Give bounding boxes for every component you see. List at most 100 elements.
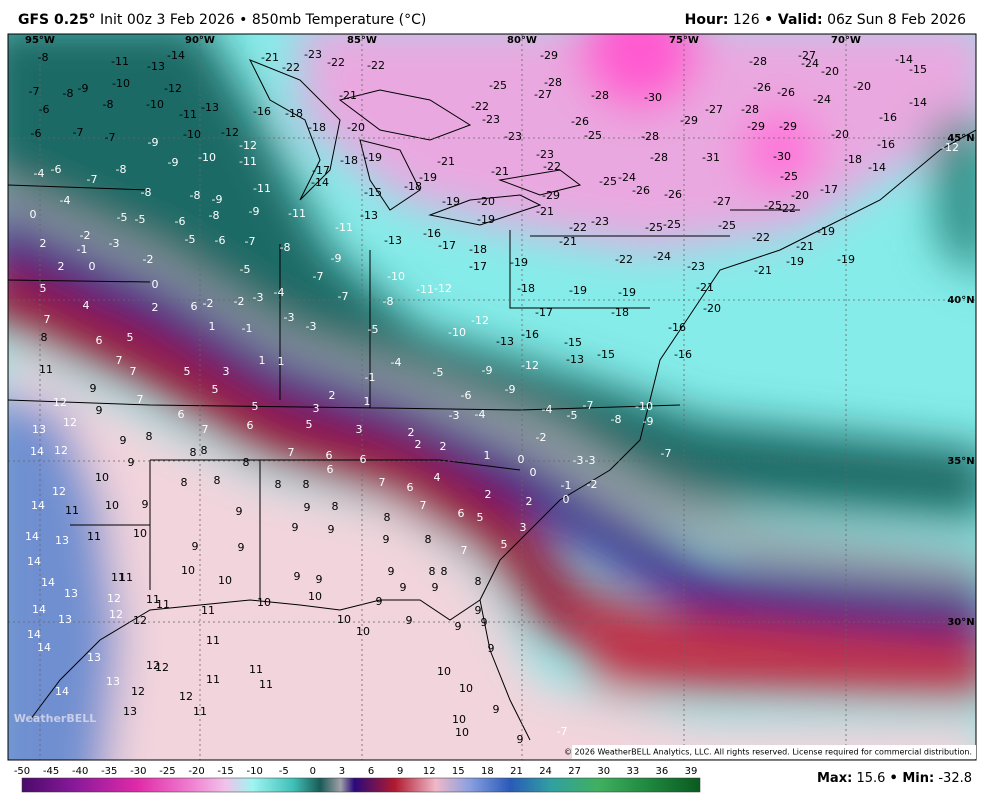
temp-label: -23 [591, 215, 609, 228]
hour: 126 [732, 12, 760, 28]
lon-label: 70°W [831, 35, 861, 46]
temp-label: -20 [347, 121, 365, 134]
temp-label: 8 [429, 565, 436, 578]
temp-label: -27 [705, 103, 723, 116]
colorbar-tick-label: -30 [130, 766, 146, 777]
temp-label: -31 [702, 151, 720, 164]
colorbar-tick-label: 15 [452, 766, 465, 777]
temp-label: -18 [285, 107, 303, 120]
temp-label: -30 [773, 150, 791, 163]
temp-label: 14 [31, 499, 45, 512]
temp-label: 14 [27, 628, 41, 641]
temp-label: 1 [209, 320, 216, 333]
temp-label: -2 [234, 295, 245, 308]
temp-label: -6 [461, 389, 472, 402]
temp-label: -19 [419, 171, 437, 184]
colorbar-tick-label: 30 [597, 766, 610, 777]
temp-label: 6 [247, 419, 254, 432]
temp-label: -8 [141, 186, 152, 199]
temp-label: -8 [38, 51, 49, 64]
temp-label: -7 [661, 447, 672, 460]
temp-label: 5 [477, 511, 484, 524]
temp-label: -3 [585, 454, 596, 467]
temp-label: -3 [284, 311, 295, 324]
footer: Max: 15.6 • Min: -32.8 [817, 771, 972, 786]
temp-label: 14 [27, 555, 41, 568]
temp-label: 8 [41, 331, 48, 344]
min-label: • Min: [889, 771, 935, 786]
colorbar-tick-label: 36 [656, 766, 669, 777]
temp-label: 7 [461, 544, 468, 557]
temp-label: 3 [313, 402, 320, 415]
temp-label: -3 [109, 237, 120, 250]
colorbar-tick-label: 0 [310, 766, 316, 777]
temp-label: -1 [77, 243, 88, 256]
temp-label: -6 [51, 163, 62, 176]
temp-label: -25 [764, 199, 782, 212]
temp-label: -27 [713, 195, 731, 208]
temp-label: -22 [471, 100, 489, 113]
temp-label: 3 [520, 521, 527, 534]
temp-label: -8 [63, 87, 74, 100]
temp-label: -5 [135, 213, 146, 226]
temp-label: -16 [879, 111, 897, 124]
temp-label: 11 [201, 604, 215, 617]
temp-label: -8 [116, 163, 127, 176]
temp-label: 7 [137, 393, 144, 406]
temp-label: 9 [294, 570, 301, 583]
temp-label: 9 [455, 620, 462, 633]
valid-label: • Valid: [764, 12, 823, 28]
temp-label: -21 [796, 240, 814, 253]
temp-label: 14 [41, 576, 55, 589]
temp-label: 12 [52, 485, 66, 498]
temp-label: -8 [280, 241, 291, 254]
temp-label: 10 [452, 713, 466, 726]
temp-label: 11 [119, 571, 133, 584]
temp-label: 7 [420, 499, 427, 512]
temp-label: -22 [752, 231, 770, 244]
temp-label: 9 [120, 434, 127, 447]
temp-label: -23 [482, 113, 500, 126]
temp-label: -16 [668, 321, 686, 334]
temp-label: -4 [274, 286, 285, 299]
temp-label: -11 [111, 55, 129, 68]
temp-label: -24 [813, 93, 831, 106]
temp-label: -25 [780, 170, 798, 183]
temp-label: -18 [308, 121, 326, 134]
temp-label: -24 [618, 171, 636, 184]
temp-label: 1 [278, 355, 285, 368]
temp-label: 0 [563, 493, 570, 506]
temp-label: -19 [442, 195, 460, 208]
temp-label: -12 [434, 282, 452, 295]
temp-label: -23 [304, 48, 322, 61]
temp-label: 8 [332, 500, 339, 513]
temp-label: -26 [632, 184, 650, 197]
temp-label: 7 [202, 423, 209, 436]
temp-label: -21 [261, 51, 279, 64]
temp-label: 12 [133, 614, 147, 627]
temp-label: 8 [214, 474, 221, 487]
colorbar-tick-label: 27 [568, 766, 581, 777]
max: 15.6 [856, 771, 886, 786]
temp-label: -26 [777, 86, 795, 99]
temp-label: -21 [559, 235, 577, 248]
temp-label: -25 [584, 129, 602, 142]
temp-label: -10 [198, 151, 216, 164]
temp-label: -23 [536, 148, 554, 161]
temp-label: -16 [521, 328, 539, 341]
temp-label: 6 [407, 481, 414, 494]
temp-label: 10 [133, 527, 147, 540]
temp-label: -30 [644, 91, 662, 104]
temp-label: -1 [561, 479, 572, 492]
copyright: © 2026 WeatherBELL Analytics, LLC. All r… [564, 748, 972, 757]
temp-label: -22 [615, 253, 633, 266]
temp-label: 11 [111, 571, 125, 584]
temp-label: 2 [40, 237, 47, 250]
temp-label: 0 [530, 466, 537, 479]
temp-label: -7 [245, 235, 256, 248]
colorbar-tick-label: 39 [685, 766, 698, 777]
temp-label: -2 [587, 478, 598, 491]
temp-label: -22 [543, 160, 561, 173]
temp-label: -20 [791, 189, 809, 202]
